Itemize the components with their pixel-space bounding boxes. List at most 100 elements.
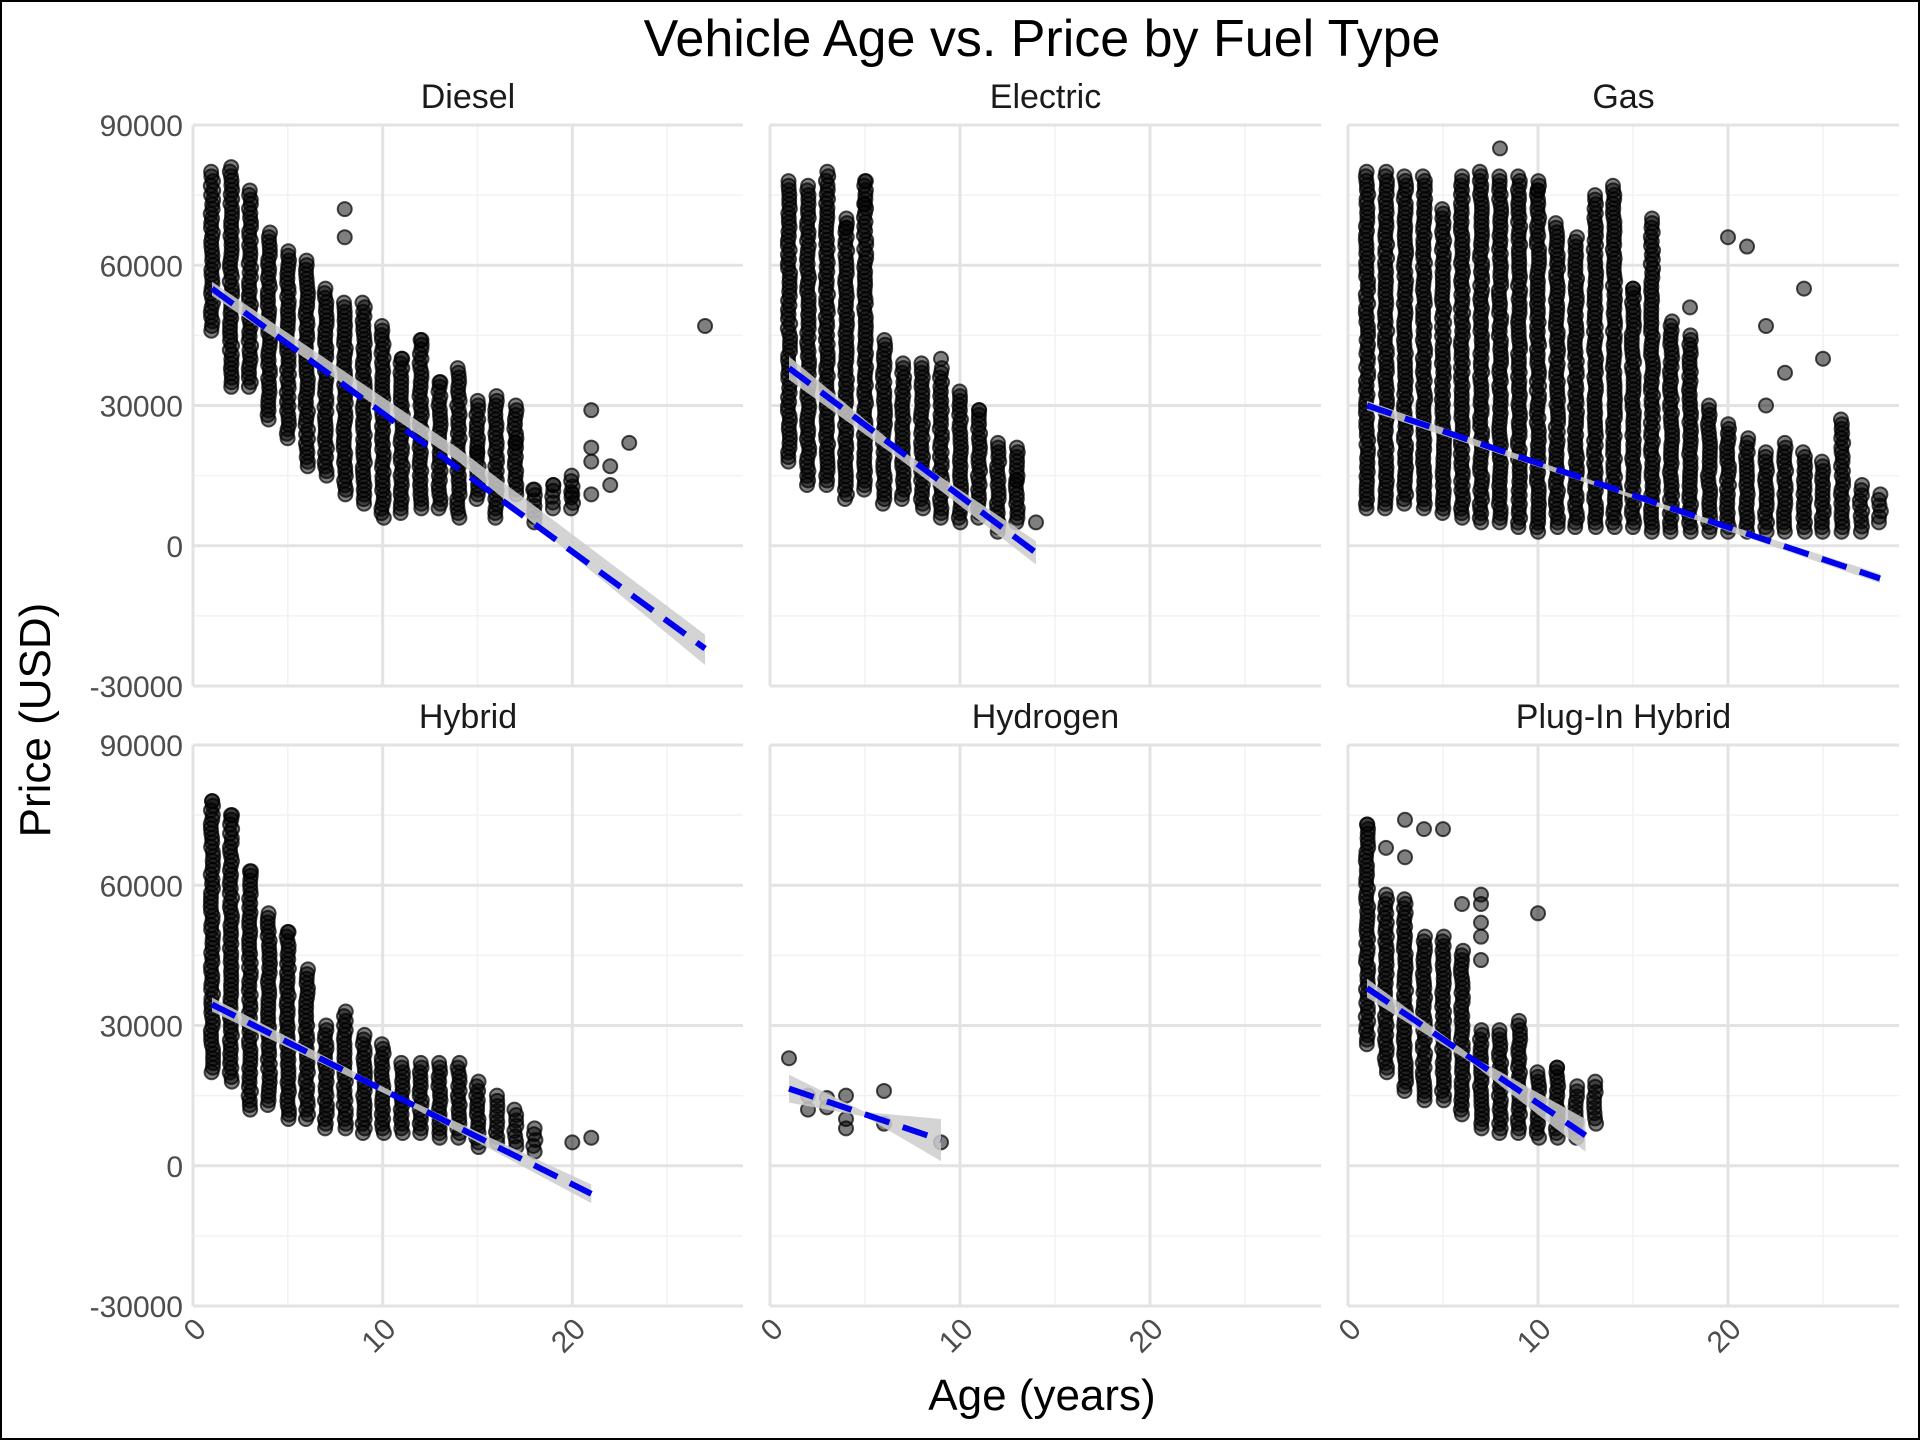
data-point xyxy=(336,201,353,218)
data-point xyxy=(857,196,873,213)
data-point xyxy=(431,1054,448,1071)
data-point xyxy=(280,243,297,260)
data-point xyxy=(1491,1022,1508,1039)
facet-label-hydrogen: Hydrogen xyxy=(972,698,1119,736)
data-point xyxy=(545,476,562,493)
data-point xyxy=(1549,1059,1565,1076)
data-point xyxy=(1435,928,1452,945)
confidence-band-electric xyxy=(789,356,1036,565)
data-point xyxy=(1358,163,1375,180)
data-point xyxy=(563,467,580,484)
data-point xyxy=(469,392,486,409)
data-point xyxy=(838,219,854,236)
data-point xyxy=(895,355,912,372)
y-tick-label: 90000 xyxy=(100,110,183,143)
data-point xyxy=(857,173,873,190)
y-tick-label: -30000 xyxy=(90,671,183,704)
facet-label-gas: Gas xyxy=(1592,78,1654,116)
data-point xyxy=(1455,942,1472,959)
data-point xyxy=(393,1054,410,1071)
data-point xyxy=(1454,168,1471,185)
data-point xyxy=(1511,1012,1527,1029)
data-point xyxy=(1815,350,1831,367)
data-point xyxy=(1454,895,1470,912)
data-point xyxy=(1530,905,1546,922)
data-point xyxy=(412,1054,429,1071)
data-point xyxy=(1473,928,1489,945)
data-point xyxy=(1604,177,1621,194)
y-tick-label: 0 xyxy=(166,1151,183,1184)
facet-label-plug-in-hybrid: Plug-In Hybrid xyxy=(1516,698,1731,736)
data-point xyxy=(526,1120,543,1137)
data-point xyxy=(335,294,352,311)
data-point xyxy=(971,402,987,419)
data-point xyxy=(621,434,638,451)
data-point xyxy=(299,961,316,978)
data-point xyxy=(1757,444,1774,461)
data-point xyxy=(1569,1078,1586,1095)
y-tick-label: 0 xyxy=(166,531,183,564)
data-point xyxy=(989,434,1006,451)
data-point xyxy=(602,458,619,475)
data-point xyxy=(279,924,296,940)
data-point xyxy=(470,1073,487,1090)
data-point xyxy=(1471,163,1488,180)
data-point xyxy=(1473,895,1489,912)
data-point xyxy=(1701,397,1718,414)
data-point xyxy=(507,434,524,451)
data-point xyxy=(241,182,258,199)
data-point xyxy=(1547,215,1564,232)
data-point xyxy=(1359,816,1375,833)
data-point xyxy=(449,360,466,377)
data-point xyxy=(1682,327,1699,344)
data-point xyxy=(564,486,581,503)
y-tick-label: 60000 xyxy=(100,870,183,903)
data-point xyxy=(1416,821,1432,838)
data-point xyxy=(1416,928,1433,945)
y-tick-label: 30000 xyxy=(100,391,183,424)
data-point xyxy=(1378,163,1395,180)
data-point xyxy=(1473,914,1489,931)
data-point xyxy=(1529,1064,1546,1081)
data-point xyxy=(262,224,279,241)
data-point xyxy=(373,1036,390,1053)
data-point xyxy=(412,332,429,349)
data-point xyxy=(1473,952,1489,969)
data-point xyxy=(781,1050,797,1067)
data-point xyxy=(1720,416,1737,433)
data-point xyxy=(1414,168,1431,185)
data-point xyxy=(337,1003,354,1020)
data-point xyxy=(1397,849,1413,866)
panel-diesel: Diesel -30000 0 30000 60000 90000 xyxy=(90,78,743,704)
data-point xyxy=(526,481,543,498)
data-point xyxy=(800,177,817,194)
data-point xyxy=(583,439,600,456)
data-point xyxy=(933,350,949,367)
data-point xyxy=(451,1054,468,1071)
data-point xyxy=(1813,453,1830,470)
data-point xyxy=(241,863,258,880)
data-point xyxy=(1530,182,1546,199)
y-tick-label: 90000 xyxy=(100,730,183,763)
y-tick-label: -30000 xyxy=(90,1291,183,1324)
trend-line-electric xyxy=(787,365,1038,556)
data-point xyxy=(1435,821,1451,838)
data-point xyxy=(583,453,600,470)
data-point xyxy=(373,318,390,335)
data-point xyxy=(583,1129,600,1146)
data-point xyxy=(222,807,239,824)
data-point xyxy=(1625,280,1641,297)
data-point xyxy=(488,1087,505,1104)
data-point xyxy=(1587,187,1604,204)
data-point xyxy=(356,1026,373,1043)
data-point xyxy=(1832,411,1849,428)
trend-line-diesel xyxy=(210,286,707,652)
data-point xyxy=(1378,839,1394,856)
data-point xyxy=(1008,439,1025,456)
data-point xyxy=(431,374,448,391)
data-point xyxy=(1510,168,1527,185)
data-point xyxy=(393,350,410,367)
data-point xyxy=(583,486,600,503)
panel-electric: Electric xyxy=(768,78,1321,688)
data-point xyxy=(1682,299,1698,316)
